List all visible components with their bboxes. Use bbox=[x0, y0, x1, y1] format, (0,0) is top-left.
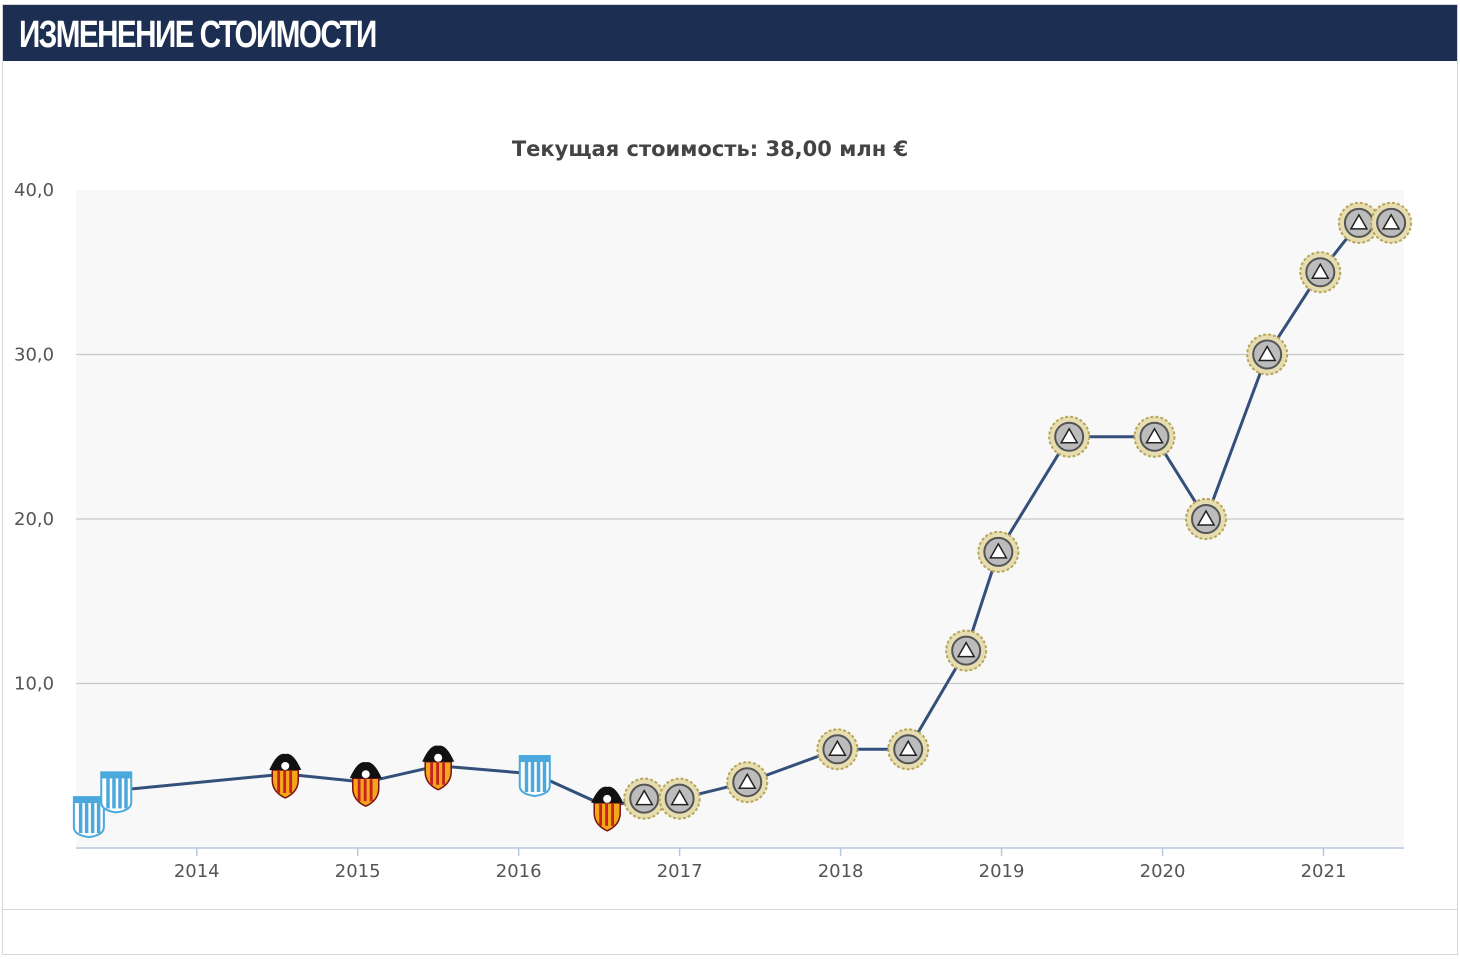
panel-header: ИЗМЕНЕНИЕ СТОИМОСТИ bbox=[3, 5, 1457, 61]
data-point-markers bbox=[72, 201, 1413, 839]
data-point-udinese-badge bbox=[945, 629, 988, 672]
y-tick-label: 40,0 bbox=[14, 180, 54, 201]
x-axis: 2014 2015 2016 2017 2018 2019 2020 2021 bbox=[76, 847, 1404, 882]
panel-footer-divider bbox=[3, 909, 1457, 910]
data-point-valencia-badge bbox=[269, 753, 302, 799]
x-tick-label: 2019 bbox=[979, 861, 1025, 882]
x-tick-label: 2021 bbox=[1301, 861, 1347, 882]
chart-subtitle: Текущая стоимость: 38,00 млн € bbox=[512, 137, 908, 161]
panel-title: ИЗМЕНЕНИЕ СТОИМОСТИ bbox=[19, 14, 377, 56]
data-point-racing-badge bbox=[100, 771, 133, 814]
data-point-valencia-badge bbox=[349, 762, 382, 808]
y-tick-label: 10,0 bbox=[14, 674, 54, 695]
data-point-udinese-badge bbox=[1370, 201, 1413, 244]
x-tick-label: 2014 bbox=[174, 861, 220, 882]
data-point-valencia-badge bbox=[591, 786, 624, 832]
data-point-udinese-badge bbox=[1185, 498, 1228, 540]
y-tick-label: 30,0 bbox=[14, 345, 54, 366]
data-point-udinese-badge bbox=[658, 777, 701, 820]
data-point-udinese-badge bbox=[726, 761, 769, 804]
data-point-racing-badge bbox=[72, 796, 105, 839]
data-point-udinese-badge bbox=[1246, 333, 1289, 376]
data-point-udinese-badge bbox=[977, 530, 1020, 573]
x-tick-label: 2017 bbox=[657, 861, 703, 882]
x-tick-label: 2018 bbox=[818, 861, 864, 882]
data-point-udinese-badge bbox=[1048, 415, 1091, 458]
y-axis-ticks: 10,0 20,0 30,0 40,0 bbox=[14, 180, 54, 695]
x-tick-label: 2020 bbox=[1140, 861, 1186, 882]
data-point-udinese-badge bbox=[887, 728, 930, 771]
data-point-valencia-badge bbox=[422, 745, 455, 791]
x-tick-label: 2015 bbox=[335, 861, 381, 882]
grid-lines bbox=[76, 353, 1404, 685]
y-tick-label: 20,0 bbox=[14, 509, 54, 530]
data-point-racing-badge bbox=[518, 754, 551, 797]
data-point-udinese-badge bbox=[623, 777, 666, 820]
data-point-udinese-badge bbox=[1299, 251, 1342, 294]
data-point-udinese-badge bbox=[1133, 415, 1176, 458]
x-tick-label: 2016 bbox=[496, 861, 542, 882]
data-point-udinese-badge bbox=[816, 728, 859, 771]
